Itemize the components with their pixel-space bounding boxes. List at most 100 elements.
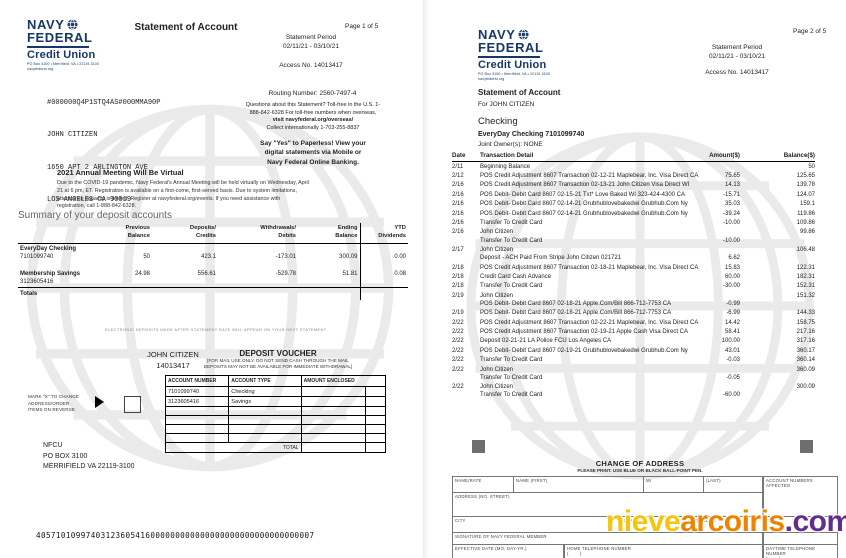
voucher-row: 3123605416 Savings: [164, 396, 387, 407]
transaction-description: POS Debit- Debit Card 8607 02-18-21 Appl…: [480, 310, 672, 317]
transaction-amount: 58.41: [724, 329, 740, 336]
transaction-date: 2/22: [452, 366, 464, 373]
transaction-detail: POS Credit Adjustment 8607 Transaction 0…: [480, 263, 699, 272]
logo-word-navy: NAVY: [478, 27, 516, 42]
transaction-description: Transfer To Credit Card: [480, 374, 543, 381]
logo-underline: [27, 45, 89, 48]
transaction-balance: 300.09: [796, 384, 815, 391]
statement-period-block: Statement Period 02/11/21 - 03/10/21: [283, 34, 339, 51]
transaction-balance: 360.14: [796, 357, 815, 364]
transaction-balance: 151.32: [796, 292, 815, 299]
summary-totals-row: Totals: [18, 287, 408, 300]
transaction-date: 2/19: [452, 310, 464, 317]
transaction-date: 2/19: [452, 292, 464, 299]
transaction-balance: 109.86: [796, 219, 815, 226]
voucher-total-row: TOTAL: [165, 442, 387, 453]
transaction-description: POS Debit- Debit Card 8607 02-14-21 Grub…: [480, 210, 688, 217]
transaction-date: 2/22: [452, 338, 464, 345]
transaction-description: Transfer To Credit Card: [480, 357, 543, 364]
transaction-owner-line: John Citizen: [480, 384, 514, 391]
voucher-account-type: [228, 424, 302, 434]
voucher-row: [164, 415, 387, 425]
recipient-address-block: #000000Q4P1STQ4AS#000MMA90P JOHN CITIZEN…: [47, 98, 161, 205]
voucher-amount-dollars: [300, 415, 366, 425]
voucher-amount-cents: [364, 415, 387, 425]
transactions-header-row: Date Transaction Detail Amount($) Balanc…: [452, 151, 815, 162]
transaction-balance: 144.33: [796, 310, 815, 317]
transaction-description: POS Credit Adjustment 8607 Transaction 0…: [480, 264, 699, 271]
transaction-row: 2/19 John Citizen POS Debit- Debit Card …: [452, 291, 815, 309]
globe-watermark-page2: [466, 132, 814, 480]
transaction-row: 2/19 POS Debit- Debit Card 8607 02-18-21…: [452, 309, 815, 318]
voucher-row: 7101099740 Checking: [164, 386, 387, 397]
transaction-balance: 50: [808, 163, 815, 170]
field-name-rate: NAME/RATE: [452, 476, 514, 493]
summary-header-row: Previous Balance Deposits/Credits Withdra…: [18, 223, 408, 245]
transaction-amount: 14.42: [724, 319, 740, 326]
transaction-amount: 43.01: [724, 347, 740, 354]
transaction-detail: Beginning Balance: [480, 162, 695, 172]
transaction-amount: 100.00: [721, 338, 740, 345]
transaction-description: Transfer To Credit Card: [480, 237, 543, 244]
transaction-detail: John Citizen Deposit - ACH Paid From Str…: [480, 245, 695, 263]
transaction-detail: John Citizen Transfer To Credit Card: [480, 383, 695, 401]
logo-word-federal: FEDERAL: [478, 40, 544, 55]
transaction-description: POS Debit- Debit Card 8607 02-18-21 Appl…: [480, 300, 672, 307]
transaction-detail: Transfer To Credit Card: [480, 282, 695, 291]
logo-credit-union: Credit Union: [478, 59, 547, 71]
annual-meeting-body: Due to the COVID-19 pandemic, Navy Feder…: [57, 180, 309, 210]
voucher-account-number: 3123605416: [164, 396, 230, 407]
change-of-address-form: NAME/RATE NAME (FIRST) MI (LAST) ACCOUNT…: [452, 476, 838, 558]
transaction-date: 2/16: [452, 191, 464, 198]
micr-line: 4057101099740312360541600000000000000000…: [36, 531, 315, 540]
transaction-detail: POS Credit Adjustment 8607 Transaction 0…: [480, 181, 695, 190]
transaction-description: Credit Card Cash Advance: [480, 273, 552, 280]
transaction-detail: John Citizen POS Debit- Debit Card 8607 …: [480, 291, 695, 309]
transaction-description: Deposit 02-21-21 LA Police FCU Los Angel…: [480, 338, 612, 345]
field-accounts-cont: [763, 517, 838, 533]
transaction-description: POS Debit- Debit Card 8607 02-14-21 Grub…: [480, 201, 688, 208]
logo-address: PO Box 3100 • Merrifield, VA • 22119-310…: [27, 61, 100, 66]
field-state: STATE: [622, 517, 692, 533]
voucher-account-type: Savings: [228, 396, 302, 407]
transaction-balance: 360.17: [796, 347, 815, 354]
transaction-amount: 75.65: [724, 172, 740, 179]
field-signature-right: [763, 533, 838, 545]
transaction-detail: POS Debit- Debit Card 8607 02-19-21 Grub…: [480, 346, 695, 355]
mark-x-note: MARK "X" TO CHANGE ADDRESS/ORDER ITEMS O…: [28, 394, 80, 413]
transaction-amount: 14.13: [724, 182, 740, 189]
transaction-row: 2/12 POS Credit Adjustment 8607 Transact…: [452, 171, 815, 180]
transaction-detail: POS Credit Adjustment 8607 Transaction 0…: [480, 327, 695, 336]
transaction-detail: Transfer To Credit Card: [480, 218, 695, 227]
transaction-amount: -10.00: [722, 237, 740, 244]
nfcu-mailing-address: NFCU PO BOX 3100 MERRIFIELD VA 22119-310…: [43, 442, 135, 470]
voucher-account-type: [228, 433, 302, 443]
transaction-owner-line: John Citizen: [480, 292, 514, 299]
field-accounts-affected: ACCOUNT NUMBERS AFFECTED: [763, 476, 838, 517]
transaction-amount: 6.62: [728, 255, 740, 262]
transaction-row: 2/22 John Citizen Transfer To Credit Car…: [452, 383, 815, 401]
voucher-account-number: [164, 406, 230, 416]
transaction-owner-line: John Citizen: [480, 229, 514, 236]
account-heading: EveryDay Checking 7101099740: [478, 131, 585, 138]
page1-page-number: Page 1 of 5: [345, 23, 379, 30]
transaction-detail: POS Debit- Debit Card 8607 02-14-21 Grub…: [480, 200, 695, 209]
page1-title: Statement of Account: [134, 22, 238, 33]
field-city: CITY: [452, 517, 622, 533]
field-effective-date: EFFECTIVE DATE (MO. DAY-YR.): [452, 545, 564, 558]
transaction-row: 2/16 POS Credit Adjustment 8607 Transact…: [452, 181, 815, 190]
voucher-account-type: [228, 406, 302, 416]
summary-table-wrap: Previous Balance Deposits/Credits Withdra…: [18, 223, 408, 300]
voucher-account-number: [164, 424, 230, 434]
voucher-amount-dollars: [300, 406, 366, 416]
transaction-row: 2/22 Transfer To Credit Card -0.03 360.1…: [452, 356, 815, 365]
transaction-date: 2/22: [452, 329, 464, 336]
access-number: Access No. 14013417: [279, 62, 343, 69]
transaction-row: 2/22 POS Credit Adjustment 8607 Transact…: [452, 318, 815, 327]
transaction-row: 2/22 POS Credit Adjustment 8607 Transact…: [452, 327, 815, 336]
transaction-row: 2/11 Beginning Balance 50: [452, 162, 815, 172]
voucher-account-number: [164, 415, 230, 425]
transaction-balance: 152.31: [796, 283, 815, 290]
summary-row-checking: EveryDay Checking 7101099740 50 423.1 -17…: [18, 243, 408, 263]
